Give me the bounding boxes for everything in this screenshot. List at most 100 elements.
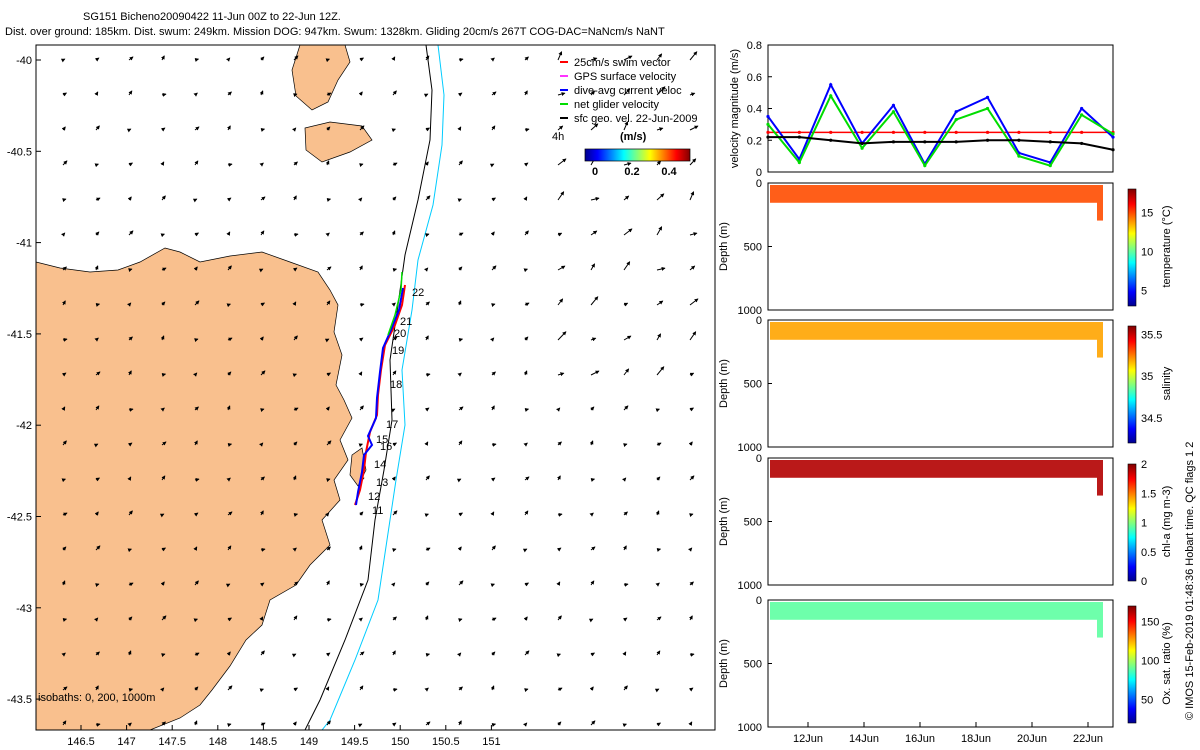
map-x-tick-label: 150.5 <box>432 736 460 748</box>
vector-arrow <box>590 337 597 342</box>
colorbar-label: chl-a (mg m-3) <box>1161 486 1173 558</box>
time-tick-label: 16Jun <box>905 733 935 745</box>
vector-arrow <box>523 442 528 447</box>
vector-arrow <box>226 57 231 62</box>
track-day-label: 17 <box>386 419 398 431</box>
vector-arrow <box>358 617 363 622</box>
vector-arrow <box>128 582 134 587</box>
vector-arrow <box>392 162 398 167</box>
vector-arrow <box>458 580 464 586</box>
vector-arrow <box>95 651 100 656</box>
vector-arrow <box>457 720 462 726</box>
vector-arrow <box>490 583 495 588</box>
vector-arrow <box>292 301 297 306</box>
vector-arrow <box>688 615 693 621</box>
colorbar-tick: 34.5 <box>1141 413 1162 425</box>
map-x-tick-label: 151 <box>482 736 500 748</box>
depth-data-band <box>770 185 1097 203</box>
vector-arrow <box>391 650 396 656</box>
vector-arrow <box>293 687 298 692</box>
velocity-tick-label: 0 <box>756 167 762 179</box>
vector-arrow <box>557 191 565 201</box>
vector-arrow <box>161 475 166 481</box>
vector-arrow <box>457 126 462 131</box>
map-x-tick-label: 146.5 <box>67 736 95 748</box>
vector-arrow <box>194 232 199 237</box>
vector-arrow <box>622 545 627 551</box>
vector-arrow <box>622 651 627 656</box>
vector-arrow <box>161 373 167 377</box>
vector-arrow <box>589 512 594 517</box>
vector-arrow <box>457 546 462 551</box>
velocity-point <box>1017 138 1021 142</box>
vector-arrow <box>95 583 100 588</box>
vector-arrow <box>160 687 165 692</box>
map-x-tick-label: 149.5 <box>341 736 369 748</box>
vector-arrow <box>425 407 430 412</box>
vector-arrow <box>523 196 528 201</box>
time-label: 4h <box>552 131 564 143</box>
vector-arrow <box>424 513 429 518</box>
colorbar-tick: 0.5 <box>1141 547 1156 559</box>
vector-arrow <box>425 475 430 481</box>
legend-entry: net glider velocity <box>574 99 659 111</box>
vector-arrow <box>193 266 198 271</box>
map-y-tick-label: -43.5 <box>7 694 32 706</box>
vector-arrow <box>458 338 464 342</box>
vector-arrow <box>326 300 331 306</box>
isobath-200m <box>304 45 433 730</box>
velocity-point <box>1080 113 1084 117</box>
vector-arrow <box>689 475 695 481</box>
vector-arrow <box>391 582 396 587</box>
vector-arrow <box>425 195 431 201</box>
vector-arrow <box>160 581 165 586</box>
vector-arrow <box>656 476 661 481</box>
velocity-point <box>860 146 864 150</box>
vector-arrow <box>358 265 363 271</box>
velocity-point <box>954 118 958 122</box>
vector-arrow <box>524 510 529 516</box>
vector-arrow <box>128 407 134 412</box>
vector-arrow <box>458 160 463 166</box>
vector-arrow <box>161 615 167 621</box>
vector-arrow <box>226 125 231 131</box>
vector-arrow <box>293 161 298 166</box>
credit-line: © IMOS 15-Feb-2019 01:48:36 Hobart time.… <box>1184 441 1196 720</box>
vector-arrow <box>524 582 529 587</box>
land-cape-barren-island <box>304 121 373 163</box>
vector-arrow <box>358 545 363 551</box>
vector-arrow <box>194 338 199 343</box>
vector-arrow <box>458 92 463 97</box>
vector-arrow <box>424 441 429 446</box>
track-day-label: 11 <box>372 505 383 517</box>
depth-tick-label: 1000 <box>738 722 762 734</box>
vector-arrow <box>161 301 166 306</box>
vector-arrow <box>491 371 496 376</box>
vector-arrow <box>590 123 599 131</box>
vector-arrow <box>689 92 696 97</box>
vector-arrow <box>590 478 596 482</box>
section-colorbar <box>1127 463 1137 582</box>
colorbar-tick: 35.5 <box>1141 329 1162 341</box>
depth-tick-label: 500 <box>744 379 762 391</box>
vector-arrow <box>62 618 68 622</box>
vector-arrow <box>128 162 133 167</box>
vector-arrow <box>60 58 66 63</box>
velocity-point <box>766 122 770 126</box>
vector-arrow <box>423 93 429 98</box>
vector-arrow <box>623 261 631 271</box>
depth-tick-label: 0 <box>756 595 762 607</box>
vector-arrow <box>94 511 99 516</box>
track-day-label: 15 <box>376 434 388 446</box>
track-day-label: 19 <box>392 345 404 357</box>
vector-arrow <box>95 722 101 727</box>
vector-arrow <box>392 442 397 447</box>
vector-arrow <box>161 653 166 658</box>
vector-arrow <box>227 197 232 202</box>
vector-arrow <box>192 198 198 203</box>
legend-entry: 25cm/s swim vector <box>574 57 671 69</box>
vector-arrow <box>491 91 497 96</box>
vector-arrow <box>128 442 133 447</box>
vector-arrow <box>458 57 464 62</box>
vector-arrow <box>557 125 564 131</box>
